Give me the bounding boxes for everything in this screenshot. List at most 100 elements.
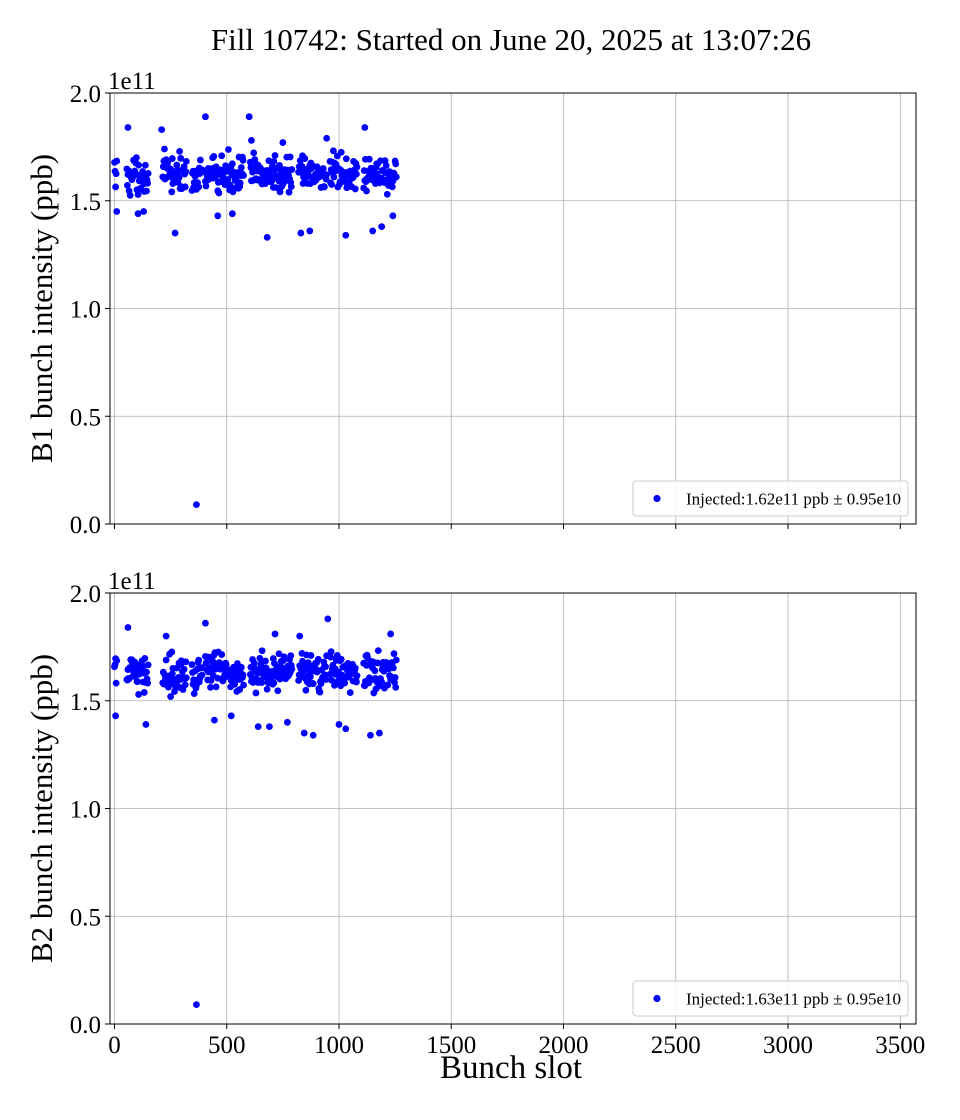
b2-legend-marker — [653, 994, 661, 1003]
b1-bunch-point — [319, 165, 327, 172]
b1-bunch-point — [270, 157, 278, 165]
b2-bunch-point — [390, 664, 397, 672]
b2-y-tick-label: 1.5 — [70, 689, 101, 716]
b1-bunch-point — [215, 189, 223, 197]
b1-legend-marker — [653, 494, 661, 503]
b2-intensity-panel: 0 500 1000 1500 2000 2500 3000 3500 0.0 0.5 1.0 1.… — [24, 568, 925, 1059]
b2-x-tick-label: 500 — [208, 1032, 246, 1059]
b2-bunch-point — [124, 624, 132, 631]
b2-bunch-point — [322, 663, 329, 671]
b1-bunch-point — [202, 113, 209, 121]
b2-bunch-point — [280, 653, 288, 661]
b2-bunch-point — [112, 679, 120, 687]
b2-bunch-point — [263, 685, 271, 693]
b1-bunch-point — [135, 161, 143, 169]
b2-bunch-point — [341, 679, 349, 687]
b1-bunch-point — [237, 164, 245, 171]
b1-bunch-point — [276, 188, 284, 196]
b1-bunch-point — [225, 146, 232, 153]
b1-bunch-point — [176, 147, 183, 155]
b1-bunch-point — [361, 124, 369, 131]
b2-bunch-point — [346, 689, 354, 696]
b2-bunch-point — [309, 731, 317, 739]
b1-bunch-point — [124, 124, 132, 131]
b1-bunch-point — [250, 149, 258, 157]
b1-bunch-point — [297, 229, 305, 237]
b1-y-axis-ticks: 0.0 0.5 1.0 1.5 2.0 — [70, 81, 110, 539]
b2-bunch-point — [252, 689, 260, 697]
b2-bunch-point — [335, 721, 343, 728]
b1-bunch-point — [389, 212, 397, 220]
b2-y-axis-ticks: 0.0 0.5 1.0 1.5 2.0 — [70, 581, 110, 1039]
b2-bunch-point — [180, 665, 188, 673]
b2-bunch-point — [392, 656, 400, 664]
b2-bunch-point — [327, 648, 335, 656]
b1-bunch-point — [392, 160, 400, 168]
b1-bunch-point — [182, 157, 190, 165]
b2-bunch-point — [188, 661, 196, 668]
b2-bunch-point — [182, 674, 190, 682]
b2-bunch-point — [384, 681, 392, 689]
b2-bunch-point — [353, 672, 361, 680]
b1-bunch-point — [112, 183, 120, 191]
b1-grid — [110, 92, 916, 525]
b2-bunch-point — [302, 686, 310, 694]
b1-bunch-point — [132, 154, 140, 162]
b1-bunch-point — [279, 139, 287, 146]
b1-bunch-point — [161, 145, 168, 153]
b2-bunch-point — [288, 665, 296, 673]
b1-bunch-point — [143, 187, 150, 195]
b1-bunch-point — [164, 158, 172, 166]
b2-bunch-point — [337, 655, 345, 663]
b2-bunch-point — [141, 655, 149, 662]
b1-bunch-point — [323, 171, 331, 179]
b1-bunch-point — [240, 172, 247, 179]
b2-bunch-point — [195, 656, 203, 664]
b2-bunch-point — [387, 630, 395, 638]
b2-bunch-point — [371, 667, 379, 675]
b1-bunch-point — [168, 155, 176, 162]
b1-bunch-point — [236, 179, 244, 187]
b1-bunch-point — [373, 170, 381, 178]
b2-bunch-point — [144, 679, 152, 687]
b1-bunch-point — [134, 210, 142, 218]
b2-bunch-point — [270, 679, 278, 687]
b1-bunch-point — [239, 156, 247, 164]
b2-bunch-point — [266, 723, 273, 731]
b2-bunch-point — [390, 650, 398, 658]
b2-bunch-point — [142, 721, 150, 728]
b1-bunch-point — [195, 183, 203, 191]
b1-bunch-point — [369, 227, 377, 235]
b1-bunch-point — [288, 166, 296, 173]
b2-bunch-point — [392, 683, 400, 691]
b2-bunch-point — [322, 676, 330, 683]
b2-bunch-point — [367, 731, 374, 739]
b1-bunch-point — [248, 137, 255, 144]
b2-y-axis-label: B2 bunch intensity (ppb) — [24, 654, 59, 963]
b2-bunch-point — [236, 686, 244, 693]
b1-bunch-point — [140, 208, 148, 215]
b1-bunch-point — [271, 152, 279, 159]
b1-bunch-point — [353, 163, 361, 171]
b2-bunch-point — [240, 681, 247, 689]
b2-bunch-point — [112, 712, 120, 720]
b1-bunch-point — [113, 208, 121, 215]
b2-bunch-point — [275, 650, 283, 658]
b2-bunch-point — [168, 670, 176, 678]
b1-y-axis-label: B1 bunch intensity (ppb) — [24, 154, 59, 463]
b1-intensity-panel: 0.0 0.5 1.0 1.5 2.0 1e11 B1 bunch intensity … — [24, 68, 917, 539]
b2-bunch-point — [190, 690, 198, 698]
b1-y-tick-label: 0.5 — [70, 404, 101, 431]
b2-bunch-point — [181, 681, 189, 689]
b1-bunch-point — [221, 181, 229, 189]
b2-bunch-point — [351, 664, 359, 672]
b1-y-tick-label: 0.0 — [70, 512, 101, 539]
b2-y-tick-label: 0.5 — [70, 904, 101, 931]
b2-x-tick-label: 2000 — [539, 1032, 589, 1059]
b2-bunch-point — [258, 647, 266, 655]
b1-bunch-point — [175, 174, 183, 181]
b1-bunch-point — [123, 181, 131, 189]
b2-bunch-point — [262, 657, 269, 665]
b2-x-tick-label: 1000 — [314, 1032, 364, 1059]
b2-bunch-point — [327, 653, 334, 661]
